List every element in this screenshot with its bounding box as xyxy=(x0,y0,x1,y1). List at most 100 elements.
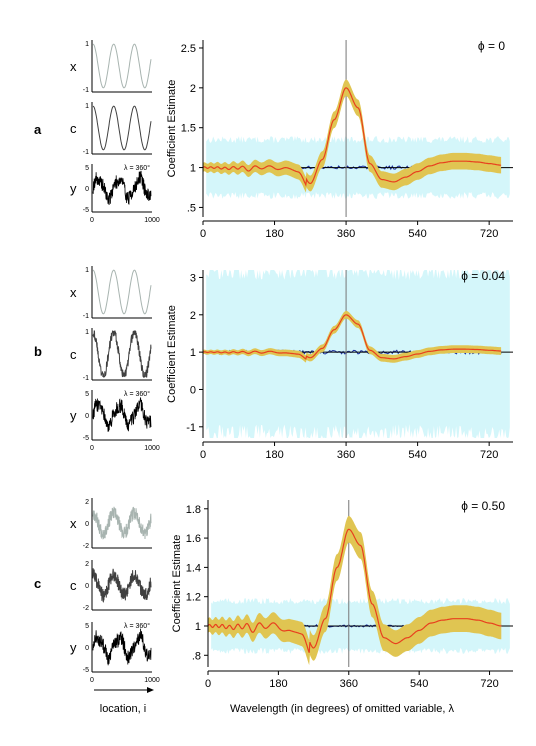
y-axis-label: Coefficient Estimate xyxy=(166,305,178,403)
subplot-tick-label: 0 xyxy=(85,413,89,420)
location-axis: location, i xyxy=(94,687,154,715)
subplot-line xyxy=(92,105,152,151)
wavelength-annotation: λ = 360° xyxy=(124,390,150,398)
subplot-x: x 1 -1 xyxy=(70,266,152,320)
subplot-label: x xyxy=(70,59,77,74)
estimate-line xyxy=(207,528,502,653)
subplot-tick-label: 0 xyxy=(85,186,89,193)
subplot-y: y50-5λ = 360°0 1000 xyxy=(70,390,160,452)
subplot-line xyxy=(92,269,152,315)
x-tick-label: 540 xyxy=(408,228,426,240)
plot-area xyxy=(207,500,513,667)
y-tick-label: -1 xyxy=(186,422,196,434)
subplot-line xyxy=(92,628,152,666)
y-tick-label: .8 xyxy=(192,650,201,662)
subplot-line xyxy=(92,568,152,603)
x-tick-label: 360 xyxy=(337,449,355,461)
x-axis-label: Wavelength (in degrees) of omitted varia… xyxy=(230,703,454,715)
subplot-tick-label: -1 xyxy=(83,375,89,382)
subplot-tick-label: 0 xyxy=(85,583,89,590)
subplot-c: c 1 -1 xyxy=(70,102,152,156)
y-tick-label: 1.2 xyxy=(186,592,201,604)
confidence-band xyxy=(203,79,502,193)
x-tick-label: 360 xyxy=(340,678,358,690)
subplot-x-tick-label: 0 xyxy=(90,445,94,452)
subplot-c: c 2 0 -2 xyxy=(70,560,152,612)
subplot-tick-label: -1 xyxy=(83,87,89,94)
subplot-tick-label: 2 xyxy=(85,499,89,506)
phi-label: ϕ = 0 xyxy=(478,39,505,53)
wavelength-annotation: λ = 360° xyxy=(124,164,150,172)
subplot-tick-label: -1 xyxy=(83,313,89,320)
subplot-x-tick-label: 1000 xyxy=(144,677,160,684)
y-tick-label: 1 xyxy=(195,621,201,633)
subplot-tick-label: -5 xyxy=(83,435,89,442)
subplot-line xyxy=(92,43,152,89)
subplot-tick-label: -1 xyxy=(83,149,89,156)
x-tick-label: 540 xyxy=(410,678,428,690)
subplot-line xyxy=(92,397,152,432)
x-tick-label: 720 xyxy=(480,449,498,461)
y-tick-label: 1.8 xyxy=(186,504,201,516)
subplot-tick-label: 0 xyxy=(85,521,89,528)
y-tick-label: 1.6 xyxy=(186,533,201,545)
wavelength-annotation: λ = 360° xyxy=(124,622,150,630)
subplot-x: x 1 -1 xyxy=(70,40,152,94)
subplot-tick-label: 2 xyxy=(85,561,89,568)
x-tick-label: 540 xyxy=(408,449,426,461)
subplot-tick-label: 5 xyxy=(85,391,89,398)
x-tick-label: 720 xyxy=(480,678,498,690)
subplot-tick-label: 5 xyxy=(85,623,89,630)
subplot-label: x xyxy=(70,516,77,531)
x-tick-label: 0 xyxy=(200,228,206,240)
y-tick-label: 1.5 xyxy=(181,123,196,135)
subplot-tick-label: -2 xyxy=(83,605,89,612)
confidence-band xyxy=(208,516,502,666)
subplot-label: c xyxy=(70,347,77,362)
x-tick-label: 0 xyxy=(200,449,206,461)
x-tick-label: 180 xyxy=(269,678,287,690)
phi-label: ϕ = 0.04 xyxy=(461,269,505,283)
subplot-label: y xyxy=(70,408,77,423)
subplot-line xyxy=(92,330,152,378)
confidence-band xyxy=(203,310,502,363)
subplot-y: y50-5λ = 360°0 1000 xyxy=(70,164,160,224)
panel-c: c1.81.61.41.21.80 180 360 540 720Coefficient… xyxy=(34,498,513,690)
subplot-x-tick-label: 1000 xyxy=(144,445,160,452)
x-tick-label: 360 xyxy=(337,228,355,240)
panel-label: c xyxy=(34,576,41,591)
panel-b: b 3 2 1 0 -1 0 180 360 540 720 Coefficient Estimate… xyxy=(34,266,513,461)
y-axis-label: Coefficient Estimate xyxy=(171,535,183,633)
plot-area xyxy=(202,270,513,438)
estimate-line xyxy=(202,87,502,187)
subplot-label: y xyxy=(70,640,77,655)
location-label: location, i xyxy=(100,703,146,715)
subplot-tick-label: 1 xyxy=(85,267,89,274)
subplot-label: y xyxy=(70,181,77,196)
y-tick-label: 2 xyxy=(190,310,196,322)
x-tick-label: 720 xyxy=(480,228,498,240)
subplot-tick-label: -5 xyxy=(83,207,89,214)
subplot-line xyxy=(92,506,152,540)
estimate-line xyxy=(202,314,502,360)
subplot-label: x xyxy=(70,285,77,300)
subplot-line xyxy=(92,170,152,205)
y-tick-label: 3 xyxy=(190,272,196,284)
y-tick-label: 2 xyxy=(190,83,196,95)
subplot-label: c xyxy=(70,121,77,136)
subplot-c: c 1 -1 xyxy=(70,328,152,382)
y-tick-label: 1 xyxy=(190,347,196,359)
subplot-x-tick-label: 0 xyxy=(90,217,94,224)
subplot-y: y50-5λ = 360°0 1000 xyxy=(70,622,160,684)
subplot-tick-label: -2 xyxy=(83,543,89,550)
y-tick-label: 0 xyxy=(190,384,196,396)
subplot-tick-label: 1 xyxy=(85,329,89,336)
y-axis-label: Coefficient Estimate xyxy=(166,80,178,178)
phi-label: ϕ = 0.50 xyxy=(461,499,505,513)
x-tick-label: 180 xyxy=(265,449,283,461)
panel-label: a xyxy=(34,122,42,137)
x-tick-label: 180 xyxy=(265,228,283,240)
